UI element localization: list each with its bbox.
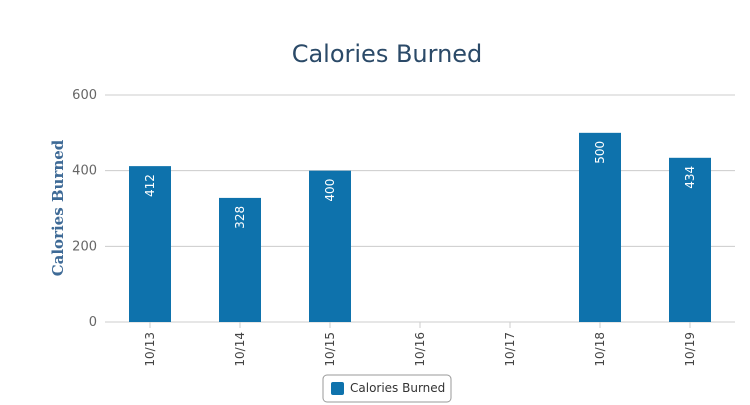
y-tick-label: 600 [72, 88, 97, 103]
data-label: 412 [143, 174, 157, 197]
bar[interactable] [669, 157, 711, 322]
bar[interactable] [579, 132, 621, 322]
x-axis-ticks: 10/13 10/14 10/15 10/16 10/17 10/18 10/19 [143, 322, 697, 367]
legend-box [322, 374, 452, 403]
x-tick-label: 10/16 [413, 332, 427, 367]
bar[interactable] [129, 166, 171, 322]
x-tick-label: 10/13 [143, 332, 157, 367]
data-label: 434 [683, 166, 697, 189]
y-tick-label: 200 [72, 239, 97, 254]
bar[interactable] [309, 170, 351, 322]
x-tick-label: 10/14 [233, 332, 247, 367]
legend-label: Calories Burned [350, 381, 445, 395]
data-label: 400 [323, 179, 337, 202]
y-tick-label: 400 [72, 164, 97, 179]
y-axis-label: Calories Burned [49, 139, 67, 276]
legend[interactable]: Calories Burned [322, 374, 452, 403]
x-tick-label: 10/17 [503, 332, 517, 367]
y-axis-ticks: 0 200 400 600 [72, 88, 97, 330]
bars[interactable]: 412 328 400 500 434 [129, 132, 711, 322]
data-label: 500 [593, 141, 607, 164]
bar[interactable] [219, 197, 261, 322]
data-label: 328 [233, 206, 247, 229]
legend-swatch [331, 382, 344, 395]
x-tick-label: 10/18 [593, 332, 607, 367]
chart-title: Calories Burned [292, 40, 483, 68]
gridlines [105, 94, 735, 323]
y-tick-label: 0 [89, 315, 97, 330]
x-tick-label: 10/15 [323, 332, 337, 367]
x-tick-label: 10/19 [683, 332, 697, 367]
